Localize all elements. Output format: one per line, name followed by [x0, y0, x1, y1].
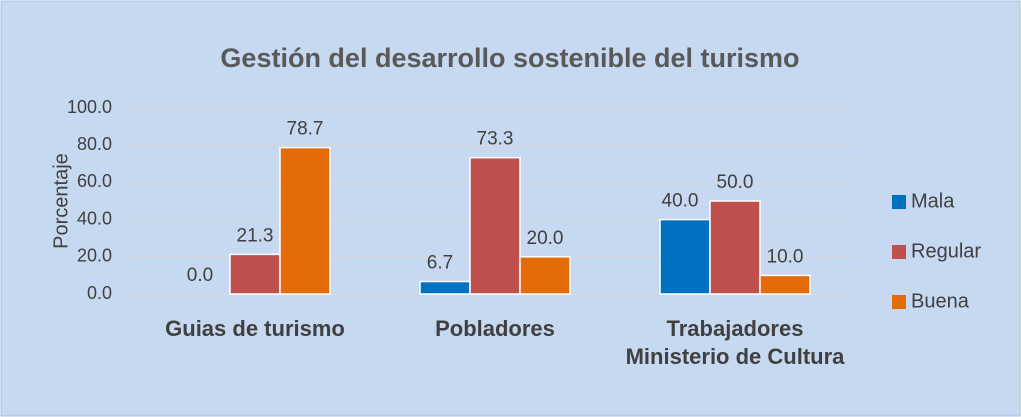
data-label: 73.3: [477, 129, 514, 150]
y-tick-label: 0.0: [87, 283, 112, 303]
data-label: 21.3: [237, 225, 274, 246]
y-tick-label: 20.0: [77, 246, 112, 266]
bar: [279, 146, 331, 295]
data-label: 20.0: [527, 228, 564, 249]
y-tick-label: 60.0: [77, 171, 112, 191]
data-label: 40.0: [662, 191, 699, 212]
chart-title: Gestión del desarrollo sostenible del tu…: [220, 43, 799, 73]
data-label: 6.7: [427, 253, 453, 274]
data-label: 0.0: [187, 265, 213, 286]
legend-label: Mala: [911, 190, 955, 212]
legend-swatch: [892, 195, 906, 209]
y-axis-label: Porcentaje: [50, 153, 72, 249]
bar: [469, 156, 521, 295]
x-tick-label: Pobladores: [435, 316, 555, 341]
legend-swatch: [892, 245, 906, 259]
bar: [709, 200, 761, 295]
legend-swatch: [892, 295, 906, 309]
x-tick-label: Trabajadores Ministerio de Cultura: [625, 316, 845, 369]
y-tick-label: 40.0: [77, 208, 112, 228]
bar: [229, 253, 281, 295]
bar: [759, 274, 811, 295]
y-tick-label: 100.0: [67, 97, 112, 117]
data-label: 78.7: [287, 119, 324, 140]
data-label: 10.0: [767, 246, 804, 267]
bar: [519, 256, 571, 295]
legend-label: Regular: [911, 240, 981, 262]
x-tick-label: Guias de turismo: [165, 316, 345, 341]
legend-label: Buena: [911, 290, 970, 312]
y-tick-label: 80.0: [77, 134, 112, 154]
data-label: 50.0: [717, 172, 754, 193]
bar: [419, 280, 471, 295]
bar: [659, 218, 711, 295]
